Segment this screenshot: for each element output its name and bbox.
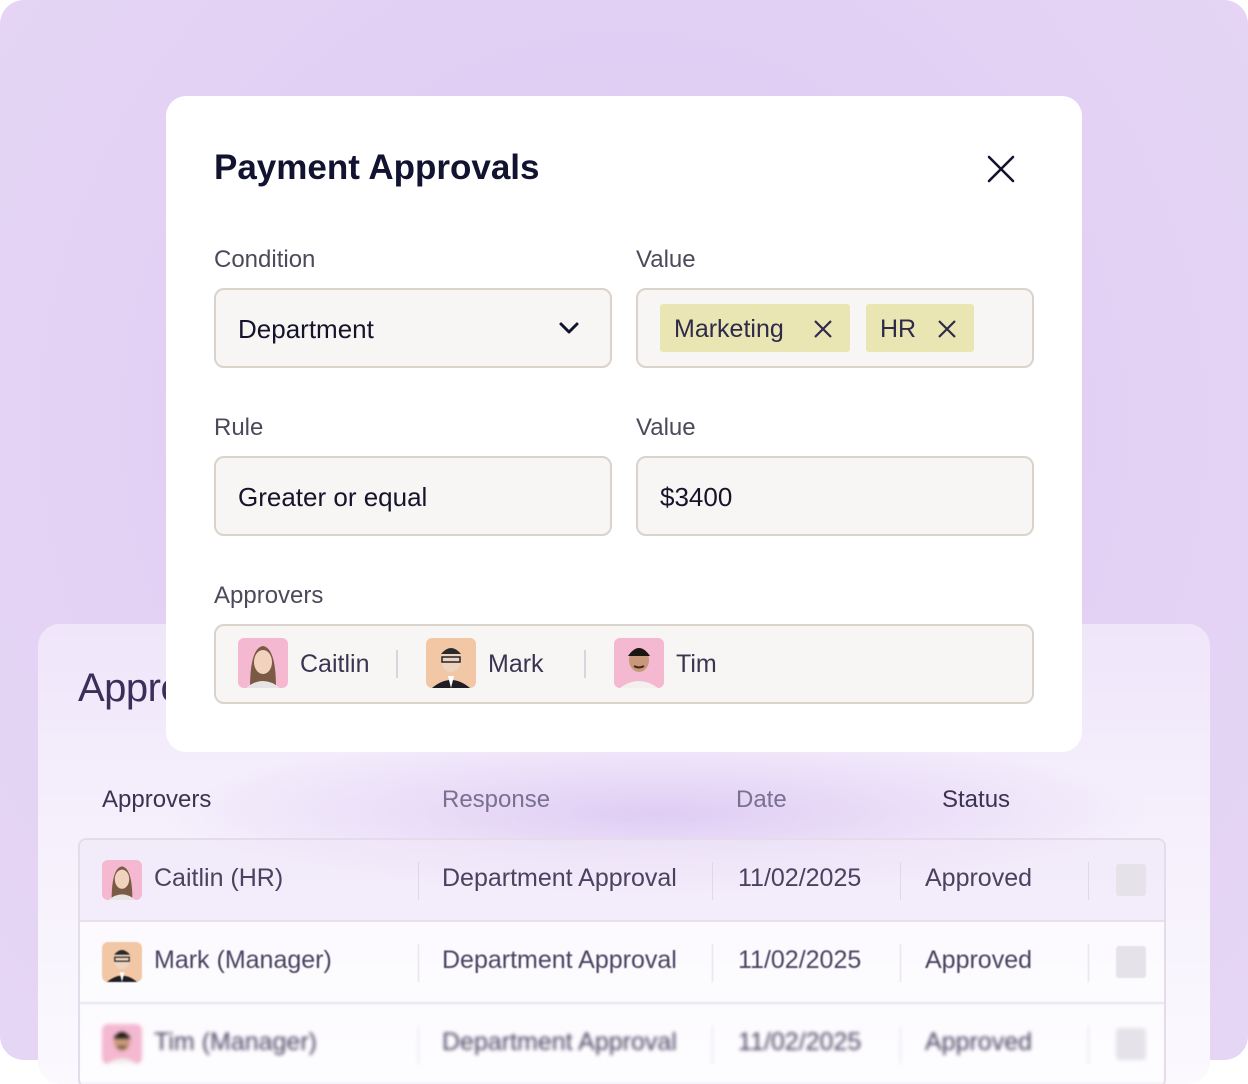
- tag-hr: HR: [866, 304, 974, 352]
- rule-label: Rule: [214, 414, 264, 441]
- approvals-table: Caitlin (HR) Department Approval 11/02/2…: [78, 838, 1166, 1084]
- payment-approvals-modal: Payment Approvals Condition Department V…: [166, 96, 1082, 752]
- column-header-approvers[interactable]: Approvers: [102, 786, 212, 813]
- column-header-status[interactable]: Status: [942, 786, 1011, 813]
- modal-title: Payment Approvals: [214, 148, 540, 187]
- rule-input[interactable]: Greater or equal: [214, 456, 612, 536]
- approver-name: Caitlin (HR): [154, 864, 284, 892]
- chevron-down-icon: [559, 322, 579, 334]
- date: 11/02/2025: [738, 1028, 862, 1056]
- note-icon[interactable]: [1116, 864, 1146, 896]
- approver-name: Caitlin: [300, 650, 370, 678]
- approvers-input[interactable]: Caitlin Mark Tim: [214, 624, 1034, 704]
- tag-marketing: Marketing: [660, 304, 850, 352]
- value-label: Value: [636, 246, 696, 273]
- amount-label: Value: [636, 414, 696, 441]
- department-tags-input[interactable]: Marketing HR: [636, 288, 1034, 368]
- amount-value: $3400: [660, 482, 733, 512]
- approver-name: Tim (Manager): [154, 1028, 317, 1056]
- table-row[interactable]: Mark (Manager) Department Approval 11/02…: [80, 922, 1164, 1004]
- column-header-response[interactable]: Response: [442, 786, 551, 813]
- avatar: [102, 860, 142, 900]
- column-header-date[interactable]: Date: [736, 786, 787, 813]
- note-icon[interactable]: [1116, 1028, 1146, 1060]
- approvers-label: Approvers: [214, 582, 324, 609]
- date: 11/02/2025: [738, 946, 862, 974]
- avatar: [614, 638, 664, 688]
- approver-name: Mark (Manager): [154, 946, 332, 974]
- tag-label: Marketing: [674, 315, 784, 343]
- status: Approved: [925, 946, 1033, 974]
- table-row[interactable]: Caitlin (HR) Department Approval 11/02/2…: [80, 840, 1164, 922]
- tag-label: HR: [880, 315, 917, 343]
- rule-value: Greater or equal: [238, 482, 428, 512]
- remove-tag-icon[interactable]: [936, 318, 958, 340]
- response: Department Approval: [442, 1028, 677, 1056]
- table-row[interactable]: Tim (Manager) Department Approval 11/02/…: [80, 1004, 1164, 1084]
- response: Department Approval: [442, 946, 677, 974]
- close-icon[interactable]: [984, 152, 1018, 186]
- avatar: [102, 1024, 142, 1064]
- status: Approved: [925, 1028, 1033, 1056]
- status: Approved: [925, 864, 1033, 892]
- avatar: [102, 942, 142, 982]
- response: Department Approval: [442, 864, 677, 892]
- approver-name: Tim: [676, 650, 717, 678]
- condition-value: Department: [238, 314, 374, 344]
- remove-tag-icon[interactable]: [812, 318, 834, 340]
- avatar: [426, 638, 476, 688]
- date: 11/02/2025: [738, 864, 862, 892]
- condition-select[interactable]: Department: [214, 288, 612, 368]
- amount-input[interactable]: $3400: [636, 456, 1034, 536]
- avatar: [238, 638, 288, 688]
- approver-name: Mark: [488, 650, 544, 678]
- note-icon[interactable]: [1116, 946, 1146, 978]
- condition-label: Condition: [214, 246, 316, 273]
